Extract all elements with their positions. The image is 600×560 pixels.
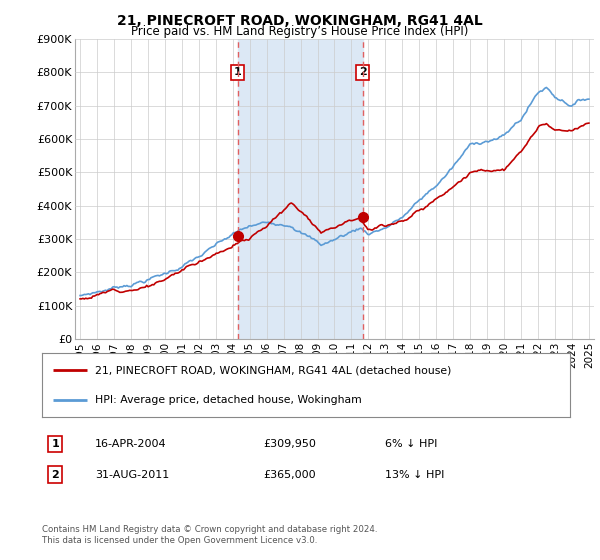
Text: 21, PINECROFT ROAD, WOKINGHAM, RG41 4AL: 21, PINECROFT ROAD, WOKINGHAM, RG41 4AL: [117, 14, 483, 28]
Text: £365,000: £365,000: [264, 470, 316, 479]
Text: 2: 2: [359, 68, 367, 77]
Text: Price paid vs. HM Land Registry’s House Price Index (HPI): Price paid vs. HM Land Registry’s House …: [131, 25, 469, 38]
Text: 21, PINECROFT ROAD, WOKINGHAM, RG41 4AL (detached house): 21, PINECROFT ROAD, WOKINGHAM, RG41 4AL …: [95, 365, 451, 375]
Text: 1: 1: [234, 68, 242, 77]
Text: 6% ↓ HPI: 6% ↓ HPI: [385, 439, 437, 449]
Text: 31-AUG-2011: 31-AUG-2011: [95, 470, 169, 479]
Text: 2: 2: [52, 470, 59, 479]
Bar: [238, 39, 363, 339]
Text: 1: 1: [52, 439, 59, 449]
Text: 13% ↓ HPI: 13% ↓ HPI: [385, 470, 445, 479]
Text: HPI: Average price, detached house, Wokingham: HPI: Average price, detached house, Woki…: [95, 395, 362, 405]
Text: Contains HM Land Registry data © Crown copyright and database right 2024.
This d: Contains HM Land Registry data © Crown c…: [42, 525, 377, 545]
Text: £309,950: £309,950: [264, 439, 317, 449]
Text: 16-APR-2004: 16-APR-2004: [95, 439, 166, 449]
